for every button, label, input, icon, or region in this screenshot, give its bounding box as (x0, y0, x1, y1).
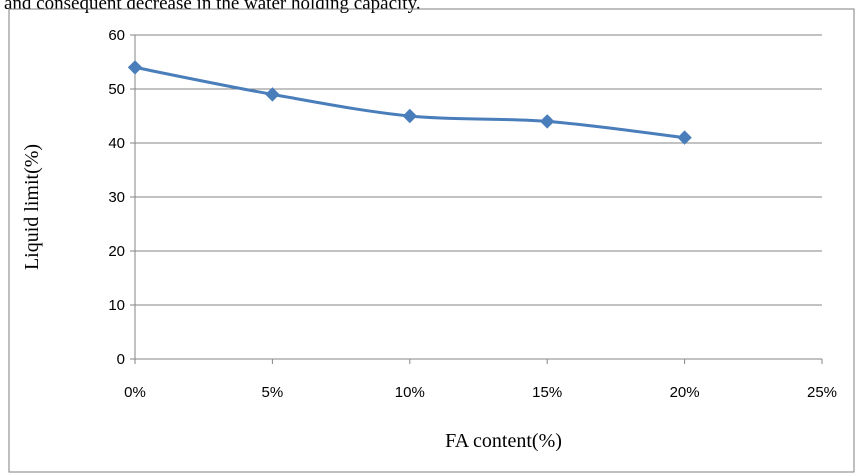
header-text: and consequent decrease in the water hol… (4, 0, 421, 14)
x-tick-label: 10% (395, 384, 425, 401)
data-point (677, 130, 692, 145)
data-point (127, 60, 143, 75)
gridlines (135, 34, 822, 306)
y-tick-label: 50 (108, 81, 125, 98)
y-tick-label: 0 (117, 351, 125, 368)
x-tick-label: 0% (124, 384, 146, 401)
data-point (402, 108, 418, 124)
data-point (539, 114, 555, 129)
x-tick-label: 25% (807, 384, 837, 401)
x-tick-label: 5% (262, 384, 284, 401)
chart-frame (8, 8, 855, 473)
x-tick-label: 15% (532, 384, 562, 401)
y-tick-label: 40 (108, 135, 125, 152)
data-point (265, 87, 280, 102)
series-group (127, 60, 692, 145)
x-tick-labels: 0% 5% 10% 15% 20% 25% (124, 384, 837, 401)
y-tick-label: 60 (108, 27, 125, 44)
y-tick-label: 30 (108, 189, 125, 206)
series-line (134, 65, 685, 140)
x-axis-title: FA content(%) (445, 430, 562, 452)
y-tick-label: 20 (108, 243, 125, 260)
y-axis-title: Liquid limit(%) (21, 144, 43, 270)
y-tick-labels: 0 10 20 30 40 50 60 (108, 27, 125, 368)
x-tick-label: 20% (670, 384, 700, 401)
y-tick-label: 10 (108, 297, 125, 314)
axes (130, 34, 823, 364)
